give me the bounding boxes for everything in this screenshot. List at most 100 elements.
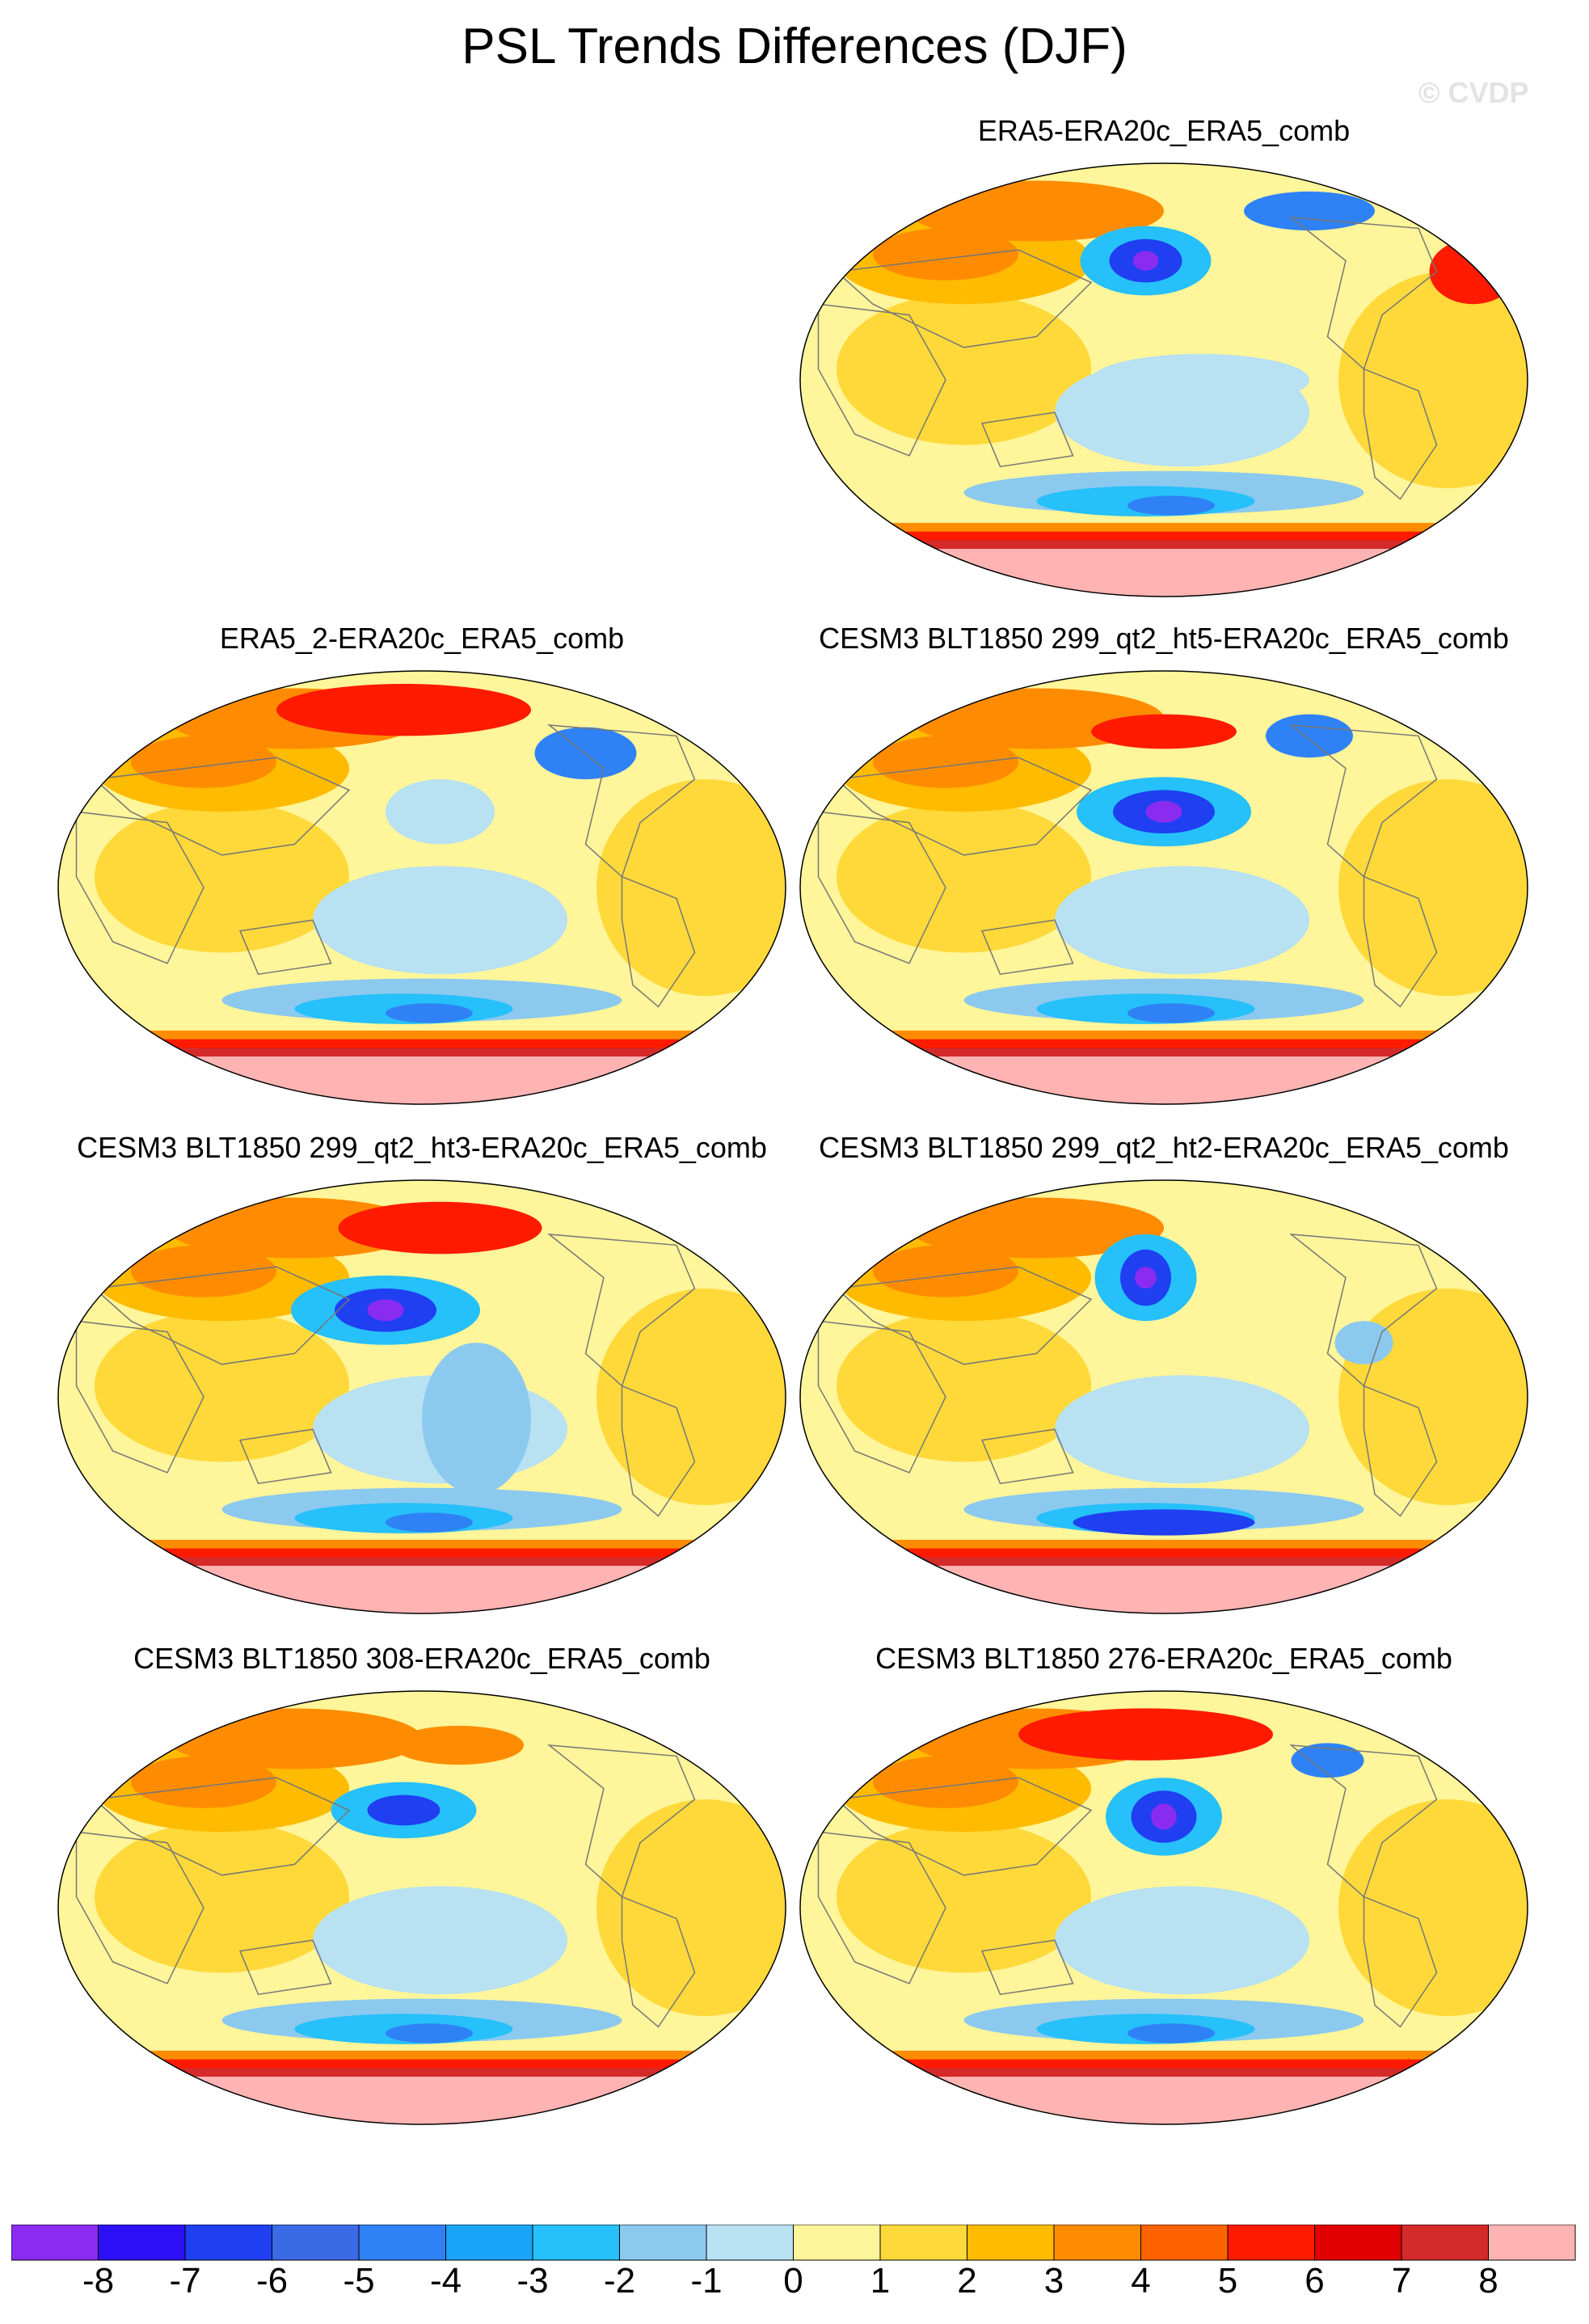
colorbar-tick-label: 4: [1131, 2261, 1151, 2301]
pacific-negative-region: [1055, 866, 1309, 975]
antarctic-region: [800, 1057, 1528, 1104]
southern-ocean-negative: [1127, 1003, 1215, 1023]
coastline: [835, 1266, 1093, 1365]
colorbar-segment: [445, 2225, 533, 2261]
southern-band: [58, 1048, 786, 1057]
coastline: [817, 1831, 946, 1984]
coastline: [835, 249, 1093, 348]
coastline: [547, 1234, 696, 1387]
robinson-map: [799, 670, 1528, 1105]
eurasia-positive-region: [131, 1756, 276, 1808]
antarctic-region: [58, 1566, 786, 1613]
map-border: [799, 1690, 1528, 2125]
map-panel-ht3: CESM3 BLT1850 299_qt2_ht3-ERA20c_ERA5_co…: [50, 1130, 794, 1631]
colorbar-segment: [1488, 2225, 1576, 2261]
antarctic-region: [800, 549, 1528, 597]
arctic-positive: [1018, 1708, 1273, 1761]
map-field: [800, 163, 1528, 597]
arctic-negative: [1291, 1743, 1364, 1778]
robinson-map: [57, 1690, 786, 2125]
colorbar-tick-label: 6: [1304, 2261, 1325, 2301]
antarctic-region: [58, 1057, 786, 1104]
colorbar-tick-label: 2: [957, 2261, 977, 2301]
colorbar-tick-label: -7: [169, 2261, 201, 2301]
robinson-map: [57, 1179, 786, 1614]
pacific-negative: [422, 1343, 531, 1495]
map-field: [58, 1691, 786, 2124]
southern-ocean-negative: [1127, 496, 1215, 516]
southern-band: [800, 2059, 1528, 2070]
colorbar-tick-label: 3: [1043, 2261, 1064, 2301]
panel-title: CESM3 BLT1850 308-ERA20c_ERA5_comb: [133, 1642, 710, 1675]
map-border: [57, 1690, 786, 2125]
panel-title: ERA5-ERA20c_ERA5_comb: [977, 114, 1351, 147]
ocean-positive-region: [95, 1820, 349, 1973]
coastline: [75, 1831, 204, 1984]
figure-title: PSL Trends Differences (DJF): [462, 19, 1127, 74]
panel-title: CESM3 BLT1850 299_qt2_ht5-ERA20c_ERA5_co…: [819, 622, 1509, 655]
arctic-negative: [1244, 191, 1375, 231]
coastline: [1289, 217, 1438, 370]
map-border: [799, 162, 1528, 597]
southern-ocean-negative: [386, 2023, 473, 2044]
coastline: [980, 1428, 1074, 1485]
colorbar-tick-label: -2: [603, 2261, 636, 2301]
colorbar-tick-label: -4: [429, 2261, 462, 2301]
coastline: [1363, 368, 1438, 500]
ocean-positive-region: [1338, 779, 1528, 996]
pacific-negative-region: [1055, 1886, 1309, 1995]
coastline: [835, 757, 1093, 856]
colorbar-segment: [879, 2225, 967, 2261]
colorbar-tick-label: 7: [1391, 2261, 1412, 2301]
colorbar-tick-label: -1: [690, 2261, 723, 2301]
map-field: [58, 671, 786, 1104]
pacific-negative-region: [313, 1886, 567, 1995]
map-panel-era5-2: ERA5_2-ERA20c_ERA5_comb: [50, 621, 794, 1122]
southern-ocean-negative: [1127, 2023, 1215, 2044]
coastline: [75, 811, 204, 964]
ocean-positive-region: [837, 800, 1091, 953]
eurasia-positive-region: [873, 1756, 1018, 1808]
colorbar-segment: [793, 2225, 881, 2261]
coastline: [93, 757, 351, 856]
ocean-positive-region: [95, 800, 349, 953]
coastline: [980, 411, 1074, 468]
ocean-positive-region: [95, 1310, 349, 1462]
colorbar-tick-label: -6: [255, 2261, 289, 2301]
colorbar-segment: [532, 2225, 620, 2261]
coastline: [1289, 724, 1438, 878]
colorbar-tick-label: 1: [870, 2261, 891, 2301]
pacific-negative-region: [313, 866, 567, 975]
coastline: [1363, 875, 1438, 1008]
coastline: [980, 1939, 1074, 1996]
ocean-positive-region: [837, 1310, 1091, 1462]
colorbar-segment: [11, 2225, 99, 2261]
coastline: [1289, 1234, 1438, 1387]
ocean-positive-region: [596, 1289, 786, 1505]
colorbar-segment: [706, 2225, 794, 2261]
coastline: [621, 875, 696, 1008]
ocean-positive-region: [1338, 1799, 1528, 2016]
colorbar-segment: [1314, 2225, 1402, 2261]
colorbar-segment: [98, 2225, 186, 2261]
aleutian-low: [367, 1299, 404, 1322]
southern-band: [58, 1557, 786, 1566]
colorbar-tick-label: -8: [82, 2261, 115, 2301]
coastline: [93, 1266, 351, 1365]
map-field: [800, 1180, 1528, 1613]
map-border: [57, 670, 786, 1105]
map-panel-276: CESM3 BLT1850 276-ERA20c_ERA5_comb: [792, 1641, 1536, 2142]
coastline: [817, 811, 946, 964]
antarctic-region: [800, 1566, 1528, 1613]
panel-title: CESM3 BLT1850 299_qt2_ht2-ERA20c_ERA5_co…: [819, 1131, 1509, 1164]
southern-band: [800, 1548, 1528, 1559]
colorbar-segment: [1227, 2225, 1315, 2261]
ocean-positive-region: [596, 1799, 786, 2016]
robinson-map: [799, 162, 1528, 597]
pacific-negative-region: [1055, 1375, 1309, 1484]
panel-title: CESM3 BLT1850 276-ERA20c_ERA5_comb: [875, 1642, 1452, 1675]
map-panel-era5: ERA5-ERA20c_ERA5_comb: [792, 113, 1536, 614]
colorbar-segment: [184, 2225, 272, 2261]
southern-band: [800, 2068, 1528, 2077]
atlantic-negative: [1334, 1321, 1393, 1364]
